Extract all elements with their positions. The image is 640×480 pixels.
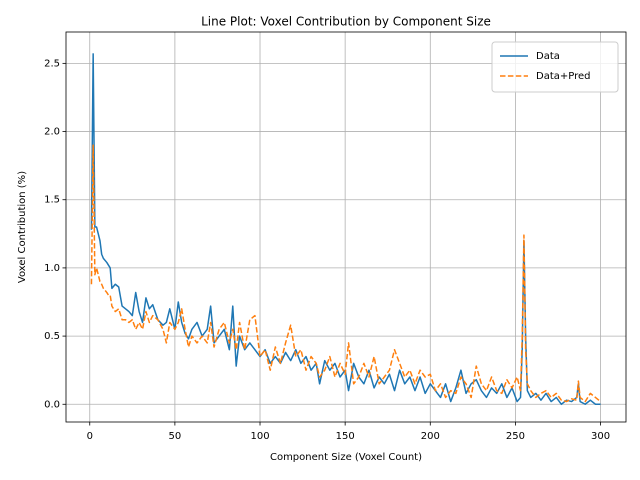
x-tick-label: 300: [591, 431, 610, 442]
x-tick-label: 0: [87, 431, 93, 442]
legend-label: Data+Pred: [536, 71, 591, 82]
data-line: [90, 53, 601, 406]
y-tick-label: 1.0: [44, 263, 60, 274]
y-tick-label: 0.0: [44, 399, 60, 410]
legend: Data Data+Pred: [491, 41, 619, 93]
y-tick-label: 1.5: [44, 195, 60, 206]
x-tick-label: 200: [421, 431, 440, 442]
plot-frame: [65, 31, 627, 423]
x-tick-label: 150: [336, 431, 355, 442]
x-tick-label: 50: [169, 431, 182, 442]
y-tick-label: 0.5: [44, 331, 60, 342]
x-tick-label: 250: [506, 431, 525, 442]
y-tick-label: 2.5: [44, 58, 60, 69]
x-axis-label: Component Size (Voxel Count): [270, 452, 422, 463]
legend-box: [491, 41, 619, 93]
y-axis-label: Voxel Contribution (%): [17, 171, 28, 283]
data-line: [90, 144, 602, 403]
legend-label: Data: [536, 51, 560, 62]
chart-title: Line Plot: Voxel Contribution by Compone…: [201, 15, 491, 29]
x-tick-label: 100: [250, 431, 269, 442]
y-tick-label: 2.0: [44, 127, 60, 138]
